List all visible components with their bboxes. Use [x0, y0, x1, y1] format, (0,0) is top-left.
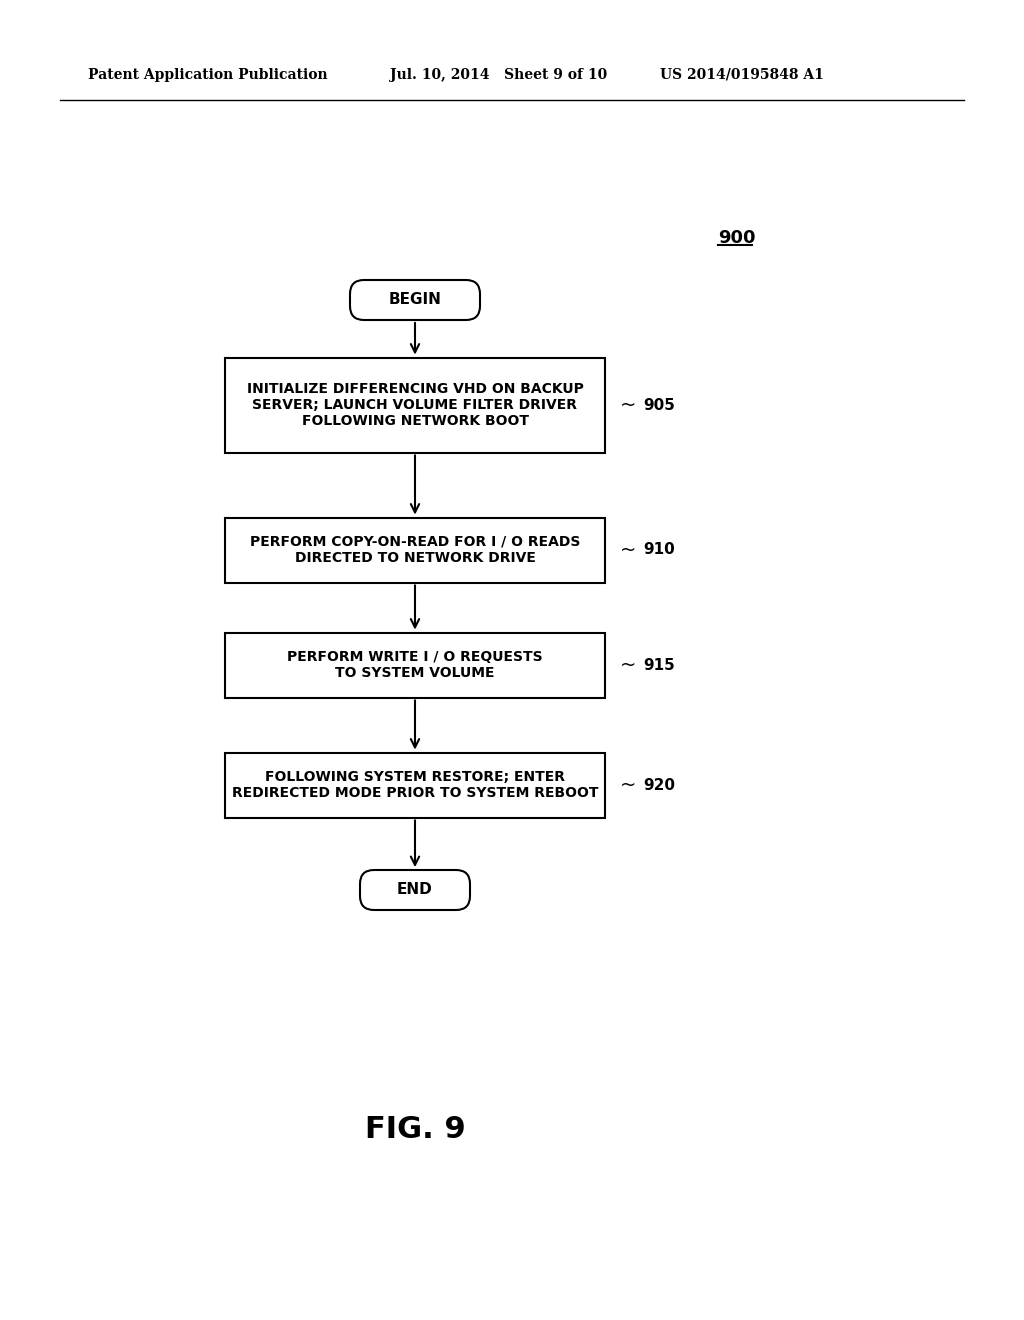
Text: Patent Application Publication: Patent Application Publication	[88, 69, 328, 82]
Text: PERFORM COPY-ON-READ FOR I / O READS
DIRECTED TO NETWORK DRIVE: PERFORM COPY-ON-READ FOR I / O READS DIR…	[250, 535, 581, 565]
Text: 920: 920	[643, 777, 675, 792]
Text: 905: 905	[643, 397, 675, 412]
Bar	[225, 752, 605, 817]
FancyBboxPatch shape	[360, 870, 470, 909]
Text: PERFORM WRITE I / O REQUESTS
TO SYSTEM VOLUME: PERFORM WRITE I / O REQUESTS TO SYSTEM V…	[287, 649, 543, 680]
Bar	[225, 358, 605, 453]
FancyBboxPatch shape	[350, 280, 480, 319]
Text: 900: 900	[718, 228, 756, 247]
Bar	[225, 632, 605, 697]
Text: FIG. 9: FIG. 9	[365, 1115, 465, 1144]
Text: END: END	[397, 883, 433, 898]
Text: FOLLOWING SYSTEM RESTORE; ENTER
REDIRECTED MODE PRIOR TO SYSTEM REBOOT: FOLLOWING SYSTEM RESTORE; ENTER REDIRECT…	[231, 770, 598, 800]
Bar	[225, 517, 605, 582]
Text: 910: 910	[643, 543, 675, 557]
Text: BEGIN: BEGIN	[388, 293, 441, 308]
Text: ~: ~	[620, 396, 636, 414]
Text: ~: ~	[620, 656, 636, 675]
Text: ~: ~	[620, 776, 636, 795]
Text: INITIALIZE DIFFERENCING VHD ON BACKUP
SERVER; LAUNCH VOLUME FILTER DRIVER
FOLLOW: INITIALIZE DIFFERENCING VHD ON BACKUP SE…	[247, 381, 584, 428]
Text: ~: ~	[620, 540, 636, 560]
Text: 915: 915	[643, 657, 675, 672]
Text: US 2014/0195848 A1: US 2014/0195848 A1	[660, 69, 824, 82]
Text: Jul. 10, 2014   Sheet 9 of 10: Jul. 10, 2014 Sheet 9 of 10	[390, 69, 607, 82]
